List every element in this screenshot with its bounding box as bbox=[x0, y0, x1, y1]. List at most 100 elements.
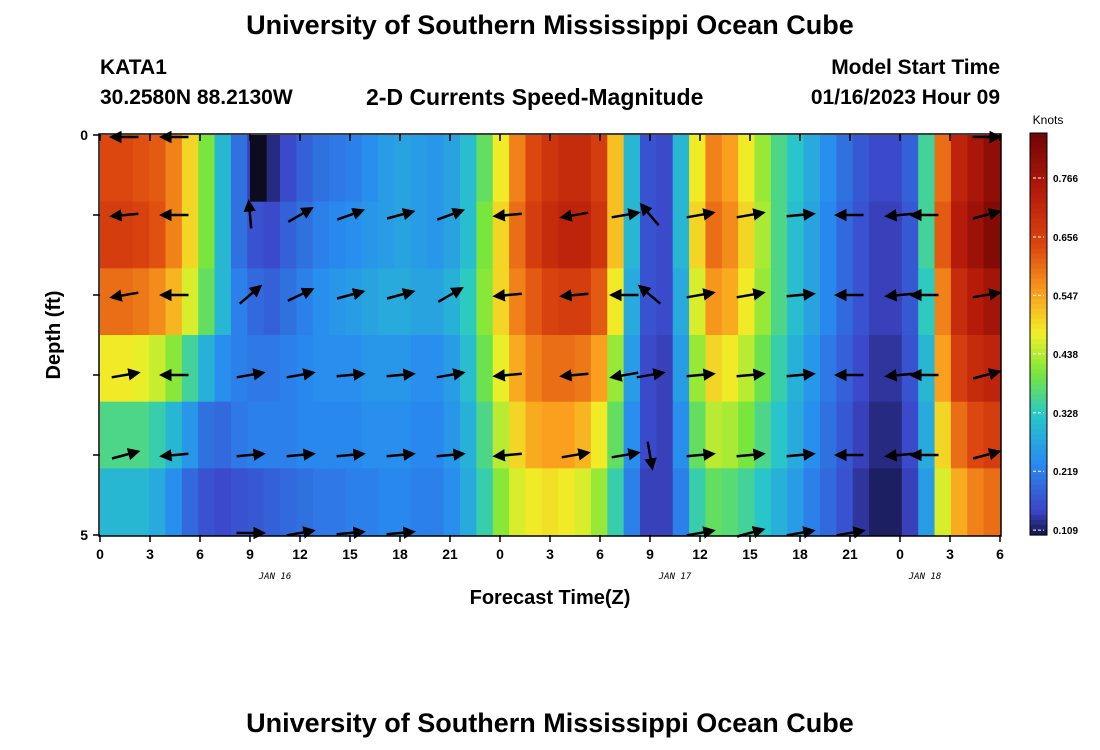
colorbar-segment bbox=[1030, 308, 1047, 315]
current-arrow bbox=[287, 207, 314, 223]
x-axis-title: Forecast Time(Z) bbox=[470, 587, 631, 609]
heatmap-cell bbox=[296, 401, 314, 469]
current-arrow bbox=[786, 448, 816, 461]
heatmap-cell bbox=[852, 468, 870, 536]
colorbar-segment bbox=[1030, 223, 1047, 230]
heatmap-cell bbox=[787, 335, 805, 403]
current-arrow bbox=[884, 289, 914, 302]
model-start-time: 01/16/2023 Hour 09 bbox=[810, 86, 1000, 109]
heatmap-cell bbox=[247, 468, 265, 536]
heatmap-cell bbox=[149, 201, 167, 269]
x-tick-label: 21 bbox=[442, 546, 458, 562]
colorbar-segment bbox=[1030, 394, 1047, 400]
colorbar-segment bbox=[1030, 409, 1047, 416]
heatmap-cell bbox=[950, 201, 968, 269]
heatmap-cell bbox=[541, 335, 559, 403]
colorbar: 0.109 0.219 0.328 0.438 0.547 0.656 0.766 bbox=[1029, 132, 1078, 537]
current-arrow bbox=[286, 526, 316, 539]
heatmap-cell bbox=[558, 401, 576, 469]
colorbar-segment bbox=[1030, 474, 1047, 481]
heatmap-cell bbox=[918, 468, 936, 536]
heatmap-cell bbox=[689, 268, 707, 336]
heatmap-cell bbox=[885, 468, 903, 536]
heatmap-cell bbox=[836, 401, 854, 469]
colorbar-tick-label: 0.438 bbox=[1053, 350, 1078, 361]
current-arrow bbox=[884, 449, 914, 462]
heatmap-cell bbox=[656, 401, 674, 469]
heatmap-cell bbox=[214, 401, 232, 469]
colorbar-segment bbox=[1030, 439, 1047, 446]
current-arrow bbox=[972, 448, 1002, 461]
current-arrow bbox=[336, 368, 366, 381]
current-arrow bbox=[336, 288, 366, 301]
heatmap-cell bbox=[132, 268, 150, 336]
current-arrow bbox=[639, 202, 660, 227]
heatmap-cell bbox=[803, 268, 821, 336]
heatmap-cell bbox=[607, 335, 625, 403]
heatmap-cell bbox=[590, 201, 608, 269]
heatmap-cell bbox=[787, 268, 805, 336]
heatmap-cell bbox=[950, 468, 968, 536]
heatmap-cell bbox=[329, 335, 347, 403]
heatmap-cell bbox=[590, 401, 608, 469]
current-vectors bbox=[109, 130, 1002, 540]
heatmap-cell bbox=[361, 135, 379, 203]
heatmap-cell bbox=[263, 401, 281, 469]
heatmap-cell bbox=[165, 335, 183, 403]
heatmap-cell bbox=[329, 268, 347, 336]
heatmap-cell bbox=[852, 401, 870, 469]
current-arrow bbox=[686, 368, 716, 381]
colorbar-segment bbox=[1030, 389, 1047, 395]
heatmap-cell bbox=[705, 335, 723, 403]
heatmap-cell bbox=[869, 201, 887, 269]
heatmap-cell bbox=[656, 135, 674, 203]
heatmap-cell bbox=[378, 468, 396, 536]
heatmap-cell bbox=[803, 401, 821, 469]
chart-subtitle: 2-D Currents Speed-Magnitude bbox=[366, 84, 704, 110]
heatmap-cell bbox=[427, 335, 445, 403]
heatmap-cell bbox=[263, 201, 281, 269]
heatmap-cell bbox=[836, 135, 854, 203]
colorbar-segment bbox=[1030, 158, 1047, 164]
current-arrow bbox=[611, 448, 641, 461]
heatmap-cell bbox=[934, 468, 952, 536]
heatmap-cell bbox=[836, 201, 854, 269]
heatmap-cell bbox=[198, 268, 216, 336]
heatmap-cell bbox=[100, 201, 117, 269]
heatmap-cell bbox=[869, 468, 887, 536]
colorbar-tick-label: 0.547 bbox=[1053, 291, 1078, 302]
current-arrow bbox=[336, 526, 366, 539]
colorbar-segment bbox=[1030, 384, 1047, 390]
current-arrow bbox=[884, 369, 914, 382]
heatmap-cell bbox=[901, 468, 919, 536]
heatmap-cell bbox=[738, 335, 756, 403]
heatmap-cell bbox=[525, 468, 543, 536]
heatmap-cell bbox=[116, 468, 134, 536]
heatmap-cell bbox=[689, 468, 707, 536]
heatmap-cell bbox=[934, 135, 952, 203]
colorbar-segment bbox=[1030, 424, 1047, 431]
current-arrow bbox=[286, 448, 316, 461]
current-arrow bbox=[111, 448, 141, 461]
heatmap-cell bbox=[509, 135, 527, 203]
colorbar-segment bbox=[1030, 218, 1047, 225]
heatmap-cell bbox=[623, 268, 641, 336]
heatmap-cell bbox=[967, 335, 985, 403]
heatmap-cell bbox=[214, 468, 232, 536]
heatmap-cell bbox=[950, 135, 968, 203]
colorbar-segment bbox=[1030, 379, 1047, 385]
heatmap-cell bbox=[640, 468, 657, 536]
heatmap-cell bbox=[983, 401, 1001, 469]
colorbar-segment bbox=[1030, 173, 1047, 179]
heatmap-cell bbox=[149, 335, 167, 403]
heatmap-cell bbox=[672, 268, 690, 336]
heatmap-cell bbox=[852, 268, 870, 336]
heatmap-cell bbox=[410, 468, 428, 536]
heatmap-cell bbox=[509, 401, 527, 469]
colorbar-segment bbox=[1030, 444, 1047, 451]
heatmap-cell bbox=[100, 335, 117, 403]
heatmap-cell bbox=[672, 335, 690, 403]
heatmap-cell bbox=[443, 335, 461, 403]
heatmap-cell bbox=[787, 401, 805, 469]
heatmap-cell bbox=[427, 468, 445, 536]
